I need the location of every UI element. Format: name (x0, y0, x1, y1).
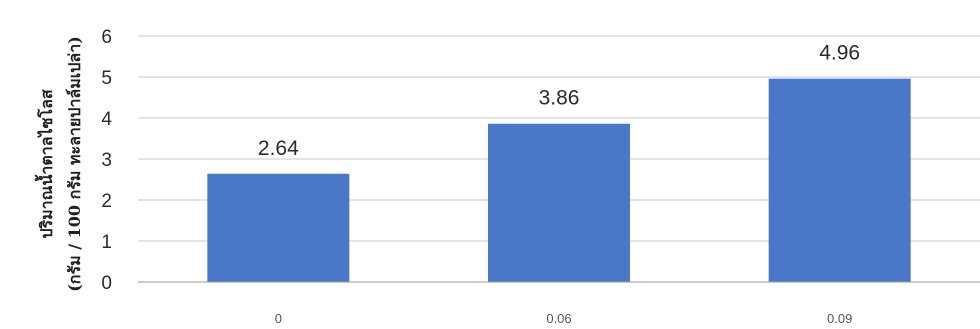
x-category-label: 0 (275, 311, 282, 326)
y-tick-label: 6 (101, 27, 112, 48)
data-label: 2.64 (258, 137, 299, 160)
bars (207, 78, 911, 283)
data-label: 4.96 (819, 42, 860, 65)
y-tick-label: 4 (101, 109, 112, 130)
x-category-label: 0.06 (546, 311, 571, 326)
y-axis-ticks: 0 1 2 3 4 5 6 (101, 27, 112, 294)
bar (488, 123, 630, 283)
y-tick-label: 1 (101, 232, 112, 253)
x-axis-categories: 0 0.06 0.09 (275, 311, 853, 326)
y-tick-label: 2 (101, 191, 112, 212)
y-axis-label-line-1: ปริมาณน้ำตาลไซโลส (34, 89, 56, 239)
data-labels: 2.64 3.86 4.96 (258, 42, 860, 160)
y-axis-label-line-2: (กรัม / 100 กรัม ทะลายปาล์มเปล่า) (65, 36, 84, 292)
y-tick-label: 3 (101, 150, 112, 171)
data-label: 3.86 (539, 87, 580, 110)
bar (207, 173, 350, 282)
bar (768, 78, 911, 282)
y-axis-label: ปริมาณน้ำตาลไซโลส (กรัม / 100 กรัม ทะลาย… (34, 36, 84, 292)
y-tick-label: 0 (101, 273, 112, 294)
x-category-label: 0.09 (827, 311, 852, 326)
y-tick-label: 5 (101, 68, 112, 89)
